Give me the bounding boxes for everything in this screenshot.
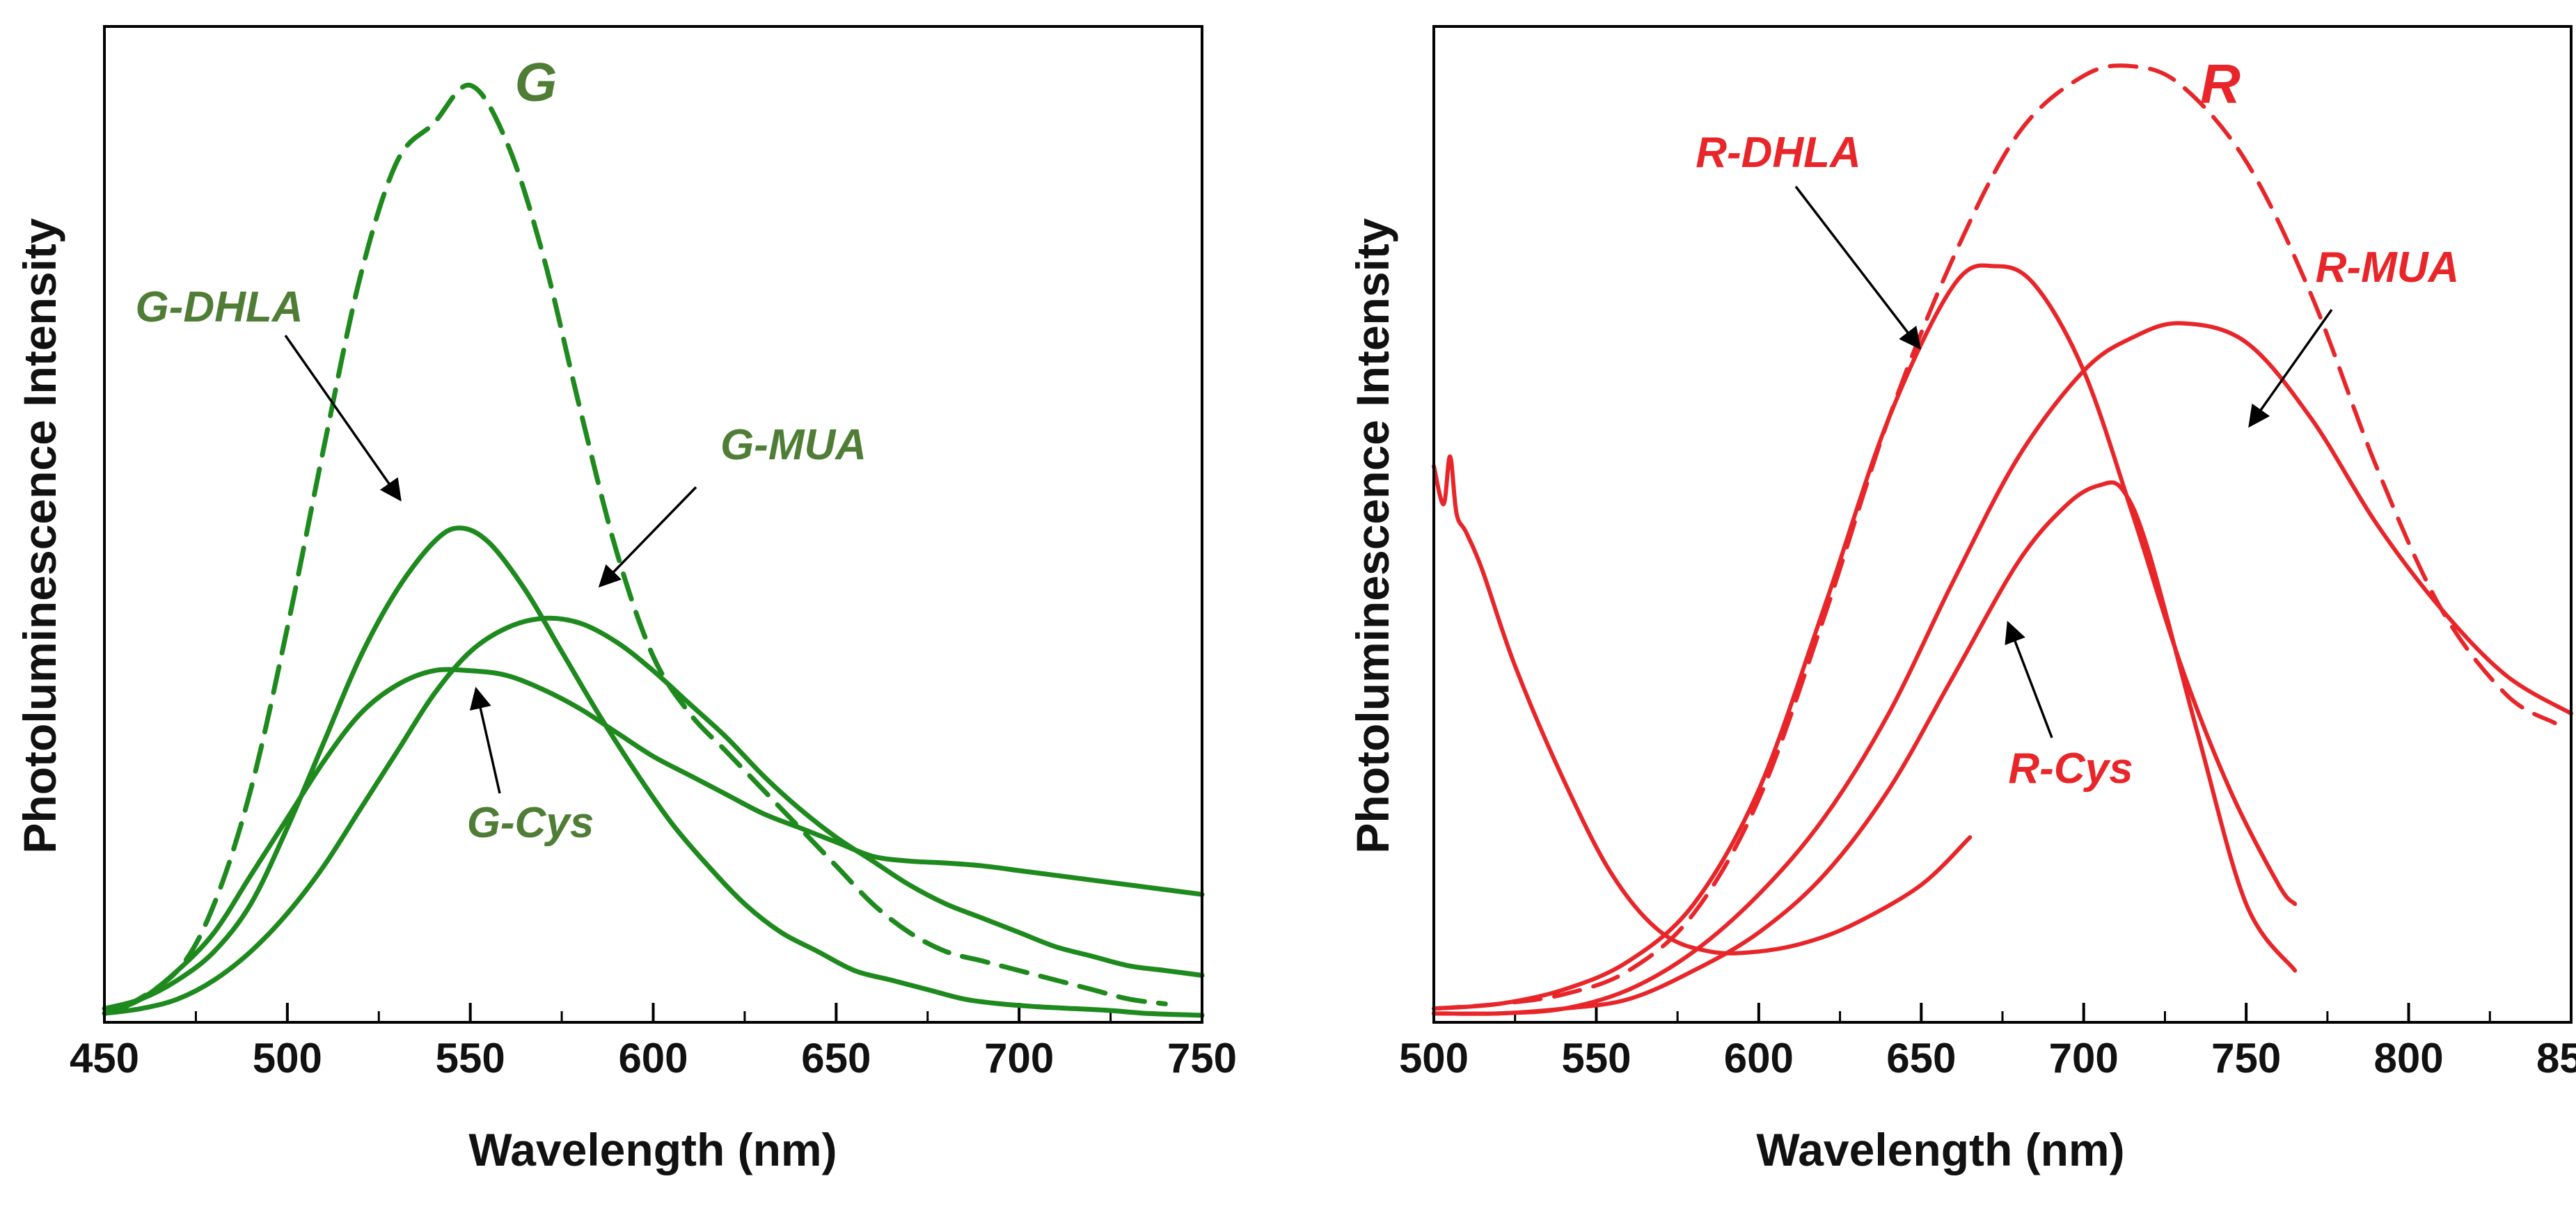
x-axis-label-right: Wavelength (nm) [1756, 1124, 2124, 1175]
x-tick-label: 500 [1399, 1035, 1469, 1081]
series-line-g-cys [102, 667, 1205, 1016]
x-tick-label: 550 [436, 1035, 505, 1081]
arrow-R-Cys [2005, 621, 2053, 738]
x-tick-label: 750 [1167, 1035, 1237, 1081]
x-axis-label-left: Wavelength (nm) [468, 1124, 837, 1175]
annotation-R-DHLA: R-DHLA [1696, 129, 1861, 177]
x-tick-label: 800 [2374, 1035, 2444, 1081]
series-line-g-mua [102, 615, 1205, 1016]
x-tick-label: 650 [1886, 1035, 1956, 1081]
annotation-R: R [2200, 53, 2241, 115]
series-line-g [120, 83, 1168, 1011]
arrow-R-DHLA [1794, 185, 1921, 350]
arrow-G-MUA [598, 486, 697, 588]
x-tick-labels-left: 450 500 550 600 650 700 750 [70, 1035, 1237, 1081]
annotation-R-Cys: R-Cys [2008, 745, 2133, 793]
series-line-r-cys [1432, 480, 2298, 1016]
arrow-G-Cys [469, 686, 501, 794]
x-tick-label: 850 [2536, 1035, 2576, 1081]
chart-right: Photoluminescence Intensity Wavelength (… [1347, 25, 2576, 1175]
plot-frame-left [103, 25, 1203, 1024]
x-tick-label: 500 [253, 1035, 322, 1081]
x-tick-label: 700 [984, 1035, 1054, 1081]
annotation-G-DHLA: G-DHLA [135, 283, 303, 331]
annotation-G-Cys: G-Cys [467, 799, 594, 847]
annotation-G: G [515, 51, 558, 113]
arrow-G-DHLA [284, 334, 402, 502]
series-line-r-excitation [1432, 454, 1973, 956]
x-tick-labels-right: 500 550 600 650 700 750 800 850 [1399, 1035, 2576, 1081]
series-group-left [102, 83, 1205, 1018]
series-line-r-mua [1432, 321, 2573, 1016]
x-tick-label: 700 [2049, 1035, 2119, 1081]
x-tick-label: 550 [1561, 1035, 1631, 1081]
x-tick-label: 450 [70, 1035, 139, 1081]
x-tick-label: 600 [1724, 1035, 1794, 1081]
x-tick-label: 600 [618, 1035, 688, 1081]
y-axis-label-right: Photoluminescence Intensity [1347, 218, 1398, 853]
x-tick-label: 750 [2211, 1035, 2281, 1081]
x-tick-label: 650 [801, 1035, 871, 1081]
annotation-R-MUA: R-MUA [2316, 244, 2460, 292]
series-line-g-dhla [102, 525, 1205, 1018]
plot-frame-right [1432, 25, 2573, 1024]
chart-left: Photoluminescence Intensity Wavelength (… [14, 25, 1237, 1175]
series-group-right [1432, 63, 2573, 1016]
y-axis-label-left: Photoluminescence Intensity [14, 218, 65, 853]
annotation-G-MUA: G-MUA [720, 421, 867, 469]
arrow-R-MUA [2248, 308, 2333, 428]
